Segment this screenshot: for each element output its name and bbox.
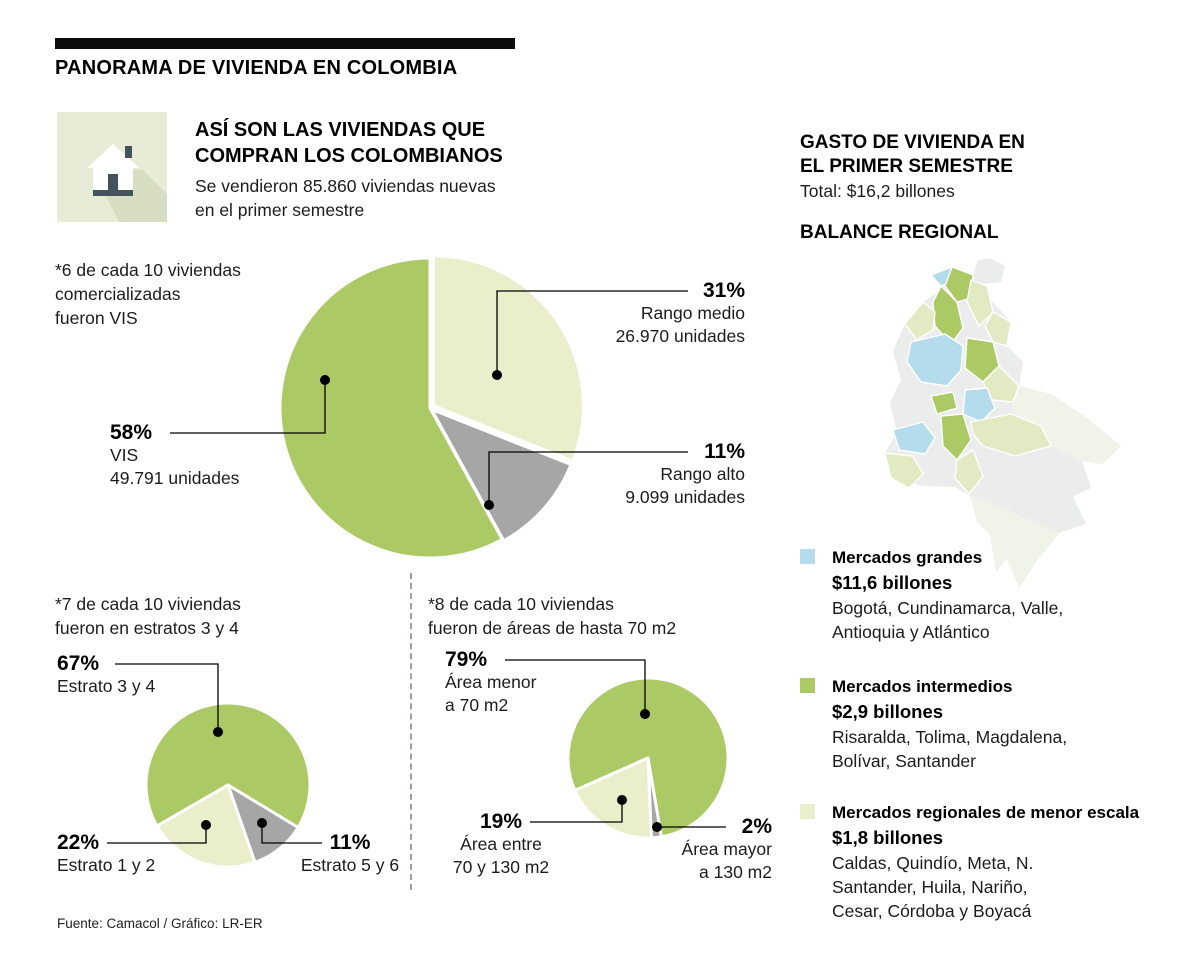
house-base: [93, 190, 133, 196]
note-vis: *6 de cada 10 viviendas comercializadas …: [55, 260, 241, 328]
data-point-area-entre: [617, 795, 627, 805]
map-cordoba: [904, 301, 936, 341]
map-antioquia: [906, 333, 964, 387]
data-point-estrato34: [213, 727, 223, 737]
note-areas: *8 de cada 10 viviendas fueron de áreas …: [428, 594, 677, 638]
map-meta: [970, 413, 1052, 457]
right-total: Total: $16,2 billones: [800, 181, 955, 201]
map-narino: [884, 452, 924, 489]
pie-slice-rango-alto: [430, 407, 573, 543]
source-credit: Fuente: Camacol / Gráfico: LR-ER: [57, 916, 263, 931]
intro-heading: ASÍ SON LAS VIVIENDAS QUE COMPRAN LOS CO…: [195, 117, 595, 169]
label-estrato56: 11% Estrato 5 y 6: [300, 831, 400, 876]
label-estrato12: 22% Estrato 1 y 2: [57, 831, 156, 876]
data-point-estrato56: [257, 818, 267, 828]
pie-slice-vis: [278, 256, 504, 560]
map-cesar: [966, 279, 994, 327]
house-icon: [57, 112, 167, 222]
map-huila: [954, 449, 984, 495]
label-area-mayor: 2% Área mayor a 130 m2: [681, 815, 772, 883]
label-area-entre: 19% Área entre 70 y 130 m2: [452, 810, 550, 878]
intro-subtitle-line2: en el primer semestre: [195, 200, 365, 220]
intro-heading-line1: ASÍ SON LAS VIVIENDAS QUE: [195, 119, 486, 141]
intro-subtitle-line1: Se vendieron 85.860 viviendas nuevas: [195, 176, 496, 196]
label-rango-medio: 31% Rango medio 26.970 unidades: [615, 279, 745, 347]
map-tolima: [940, 413, 972, 461]
map-cundinamarca: [962, 387, 996, 423]
map-magdalena: [944, 266, 974, 303]
map-llanos: [1011, 386, 1121, 464]
colombia-map-graphic: [884, 258, 1121, 588]
label-estrato34: 67% Estrato 3 y 4: [57, 652, 156, 697]
map-eje-cafetero: [930, 391, 958, 415]
page-title: PANORAMA DE VIVIENDA EN COLOMBIA: [55, 57, 458, 79]
intro-subtitle: Se vendieron 85.860 viviendas nuevas en …: [195, 174, 595, 222]
label-rango-alto: 11% Rango alto 9.099 unidades: [625, 440, 745, 508]
house-door: [108, 174, 118, 190]
intro-block: ASÍ SON LAS VIVIENDAS QUE COMPRAN LOS CO…: [195, 117, 595, 222]
house-roof: [87, 144, 139, 168]
note-estratos: *7 de cada 10 viviendas fueron en estrat…: [55, 594, 241, 638]
house-chimney: [125, 146, 132, 158]
label-area-menor: 79% Área menor a 70 m2: [445, 648, 537, 716]
pie-slice-estrato-3-y-4: [144, 701, 312, 829]
section-divider: [410, 573, 412, 890]
legend-mercados-grandes: Mercados grandes $11,6 billones Bogotá, …: [800, 545, 1160, 644]
map-amazonia: [970, 496, 1059, 588]
house-icon-graphic: [87, 144, 167, 222]
data-point-area-menor: [640, 709, 650, 719]
legend-swatch-grandes: [800, 549, 815, 564]
map-norte-santander: [984, 311, 1012, 347]
data-point-estrato12: [201, 820, 211, 830]
right-heading: GASTO DE VIVIENDA EN EL PRIMER SEMESTRE: [800, 132, 1025, 177]
legend-mercados-intermedios: Mercados intermedios $2,9 billones Risar…: [800, 674, 1160, 773]
intro-heading-line2: COMPRAN LOS COLOMBIANOS: [195, 145, 503, 167]
pie-slice--rea-entre-70-y-130-m2: [573, 756, 653, 840]
legend-mercados-regionales: Mercados regionales de menor escala $1,8…: [800, 800, 1160, 923]
data-point-rango-medio: [492, 370, 502, 380]
pie-precio: [278, 254, 585, 560]
legend-swatch-intermedios: [800, 678, 815, 693]
legend-swatch-regionales: [800, 804, 815, 819]
colombia-map: [805, 250, 1170, 600]
data-point-vis: [320, 375, 330, 385]
map-valle: [892, 421, 936, 455]
label-vis: 58% VIS 49.791 unidades: [110, 421, 240, 489]
header-accent-bar: [55, 38, 515, 49]
balance-regional-heading: BALANCE REGIONAL: [800, 222, 999, 243]
data-point-rango-alto: [484, 500, 494, 510]
